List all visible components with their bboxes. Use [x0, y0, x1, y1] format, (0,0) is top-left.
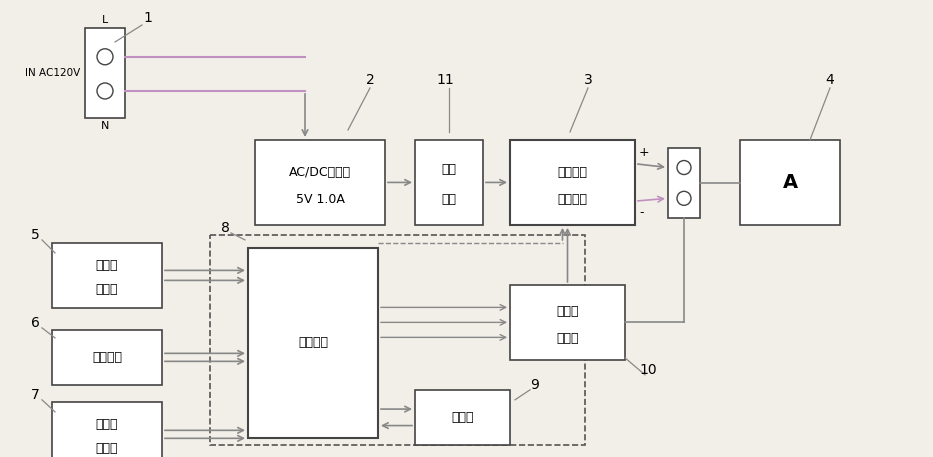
Text: 脚踏开关: 脚踏开关 — [92, 351, 122, 364]
Bar — [210, 235, 585, 445]
Text: 定时设: 定时设 — [96, 418, 118, 431]
Circle shape — [677, 160, 691, 175]
Text: 3: 3 — [584, 73, 592, 87]
Text: 电压转换: 电压转换 — [558, 166, 588, 179]
Text: 9: 9 — [531, 378, 539, 392]
Text: A: A — [783, 173, 798, 192]
Bar — [52, 243, 162, 308]
Text: 存储器: 存储器 — [452, 411, 474, 424]
Text: 制电路: 制电路 — [556, 332, 578, 345]
Circle shape — [677, 191, 691, 205]
Text: 微控制器: 微控制器 — [298, 336, 328, 349]
Text: 1: 1 — [144, 11, 152, 25]
Text: 6: 6 — [31, 316, 39, 330]
Circle shape — [97, 83, 113, 99]
Text: 单一调: 单一调 — [556, 305, 578, 318]
Text: AC/DC转换器: AC/DC转换器 — [289, 166, 351, 179]
Text: 10: 10 — [639, 363, 657, 377]
Text: 电路: 电路 — [441, 193, 456, 206]
Text: 5V 1.0A: 5V 1.0A — [296, 193, 344, 206]
Bar — [740, 140, 840, 225]
Text: 7: 7 — [31, 388, 39, 402]
Text: IN AC120V: IN AC120V — [25, 68, 80, 78]
Bar — [668, 148, 700, 218]
Text: 控模块: 控模块 — [96, 283, 118, 296]
Text: +: + — [639, 146, 649, 159]
Bar — [85, 28, 125, 118]
Text: 稳压: 稳压 — [441, 163, 456, 176]
Bar — [415, 140, 483, 225]
Bar — [510, 140, 635, 225]
Bar — [255, 140, 385, 225]
Text: 8: 8 — [220, 221, 230, 235]
Text: 5: 5 — [31, 228, 39, 242]
Circle shape — [97, 49, 113, 65]
Text: 置单元: 置单元 — [96, 442, 118, 455]
Text: -: - — [639, 206, 644, 219]
Text: 控制模块: 控制模块 — [558, 193, 588, 206]
Bar — [248, 248, 378, 438]
Text: L: L — [102, 15, 108, 25]
Text: 无线通: 无线通 — [96, 259, 118, 272]
Bar — [52, 402, 162, 457]
Text: 11: 11 — [436, 73, 453, 87]
Text: 4: 4 — [826, 73, 834, 87]
Text: 2: 2 — [366, 73, 374, 87]
Text: N: N — [101, 121, 109, 131]
Bar — [510, 285, 625, 360]
Bar — [415, 390, 510, 445]
Bar — [52, 330, 162, 385]
